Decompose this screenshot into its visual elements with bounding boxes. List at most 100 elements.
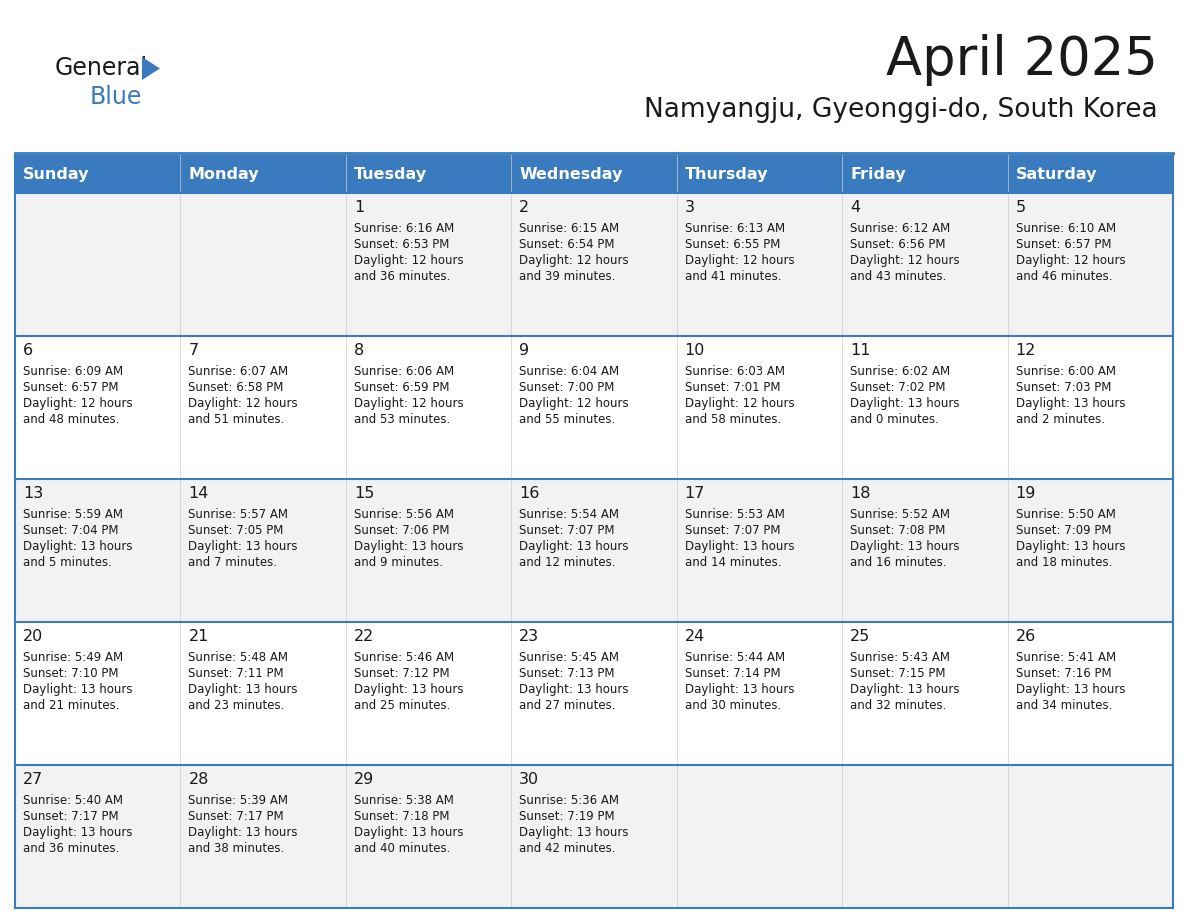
Text: Sunrise: 6:13 AM: Sunrise: 6:13 AM <box>684 222 785 235</box>
Text: Sunrise: 5:48 AM: Sunrise: 5:48 AM <box>189 651 289 664</box>
Text: Sunset: 6:54 PM: Sunset: 6:54 PM <box>519 238 614 251</box>
Text: Sunset: 6:53 PM: Sunset: 6:53 PM <box>354 238 449 251</box>
Text: Sunrise: 6:02 AM: Sunrise: 6:02 AM <box>851 365 950 378</box>
Text: Daylight: 13 hours: Daylight: 13 hours <box>851 397 960 410</box>
Text: Sunrise: 5:52 AM: Sunrise: 5:52 AM <box>851 508 950 521</box>
Text: Sunset: 7:00 PM: Sunset: 7:00 PM <box>519 381 614 394</box>
Text: Sunrise: 6:03 AM: Sunrise: 6:03 AM <box>684 365 785 378</box>
Text: Sunrise: 5:46 AM: Sunrise: 5:46 AM <box>354 651 454 664</box>
Text: and 39 minutes.: and 39 minutes. <box>519 270 615 283</box>
Text: 16: 16 <box>519 486 539 501</box>
Text: 12: 12 <box>1016 343 1036 358</box>
Text: 10: 10 <box>684 343 706 358</box>
Text: Sunset: 7:16 PM: Sunset: 7:16 PM <box>1016 667 1111 680</box>
Text: Sunset: 7:12 PM: Sunset: 7:12 PM <box>354 667 449 680</box>
Text: 4: 4 <box>851 200 860 215</box>
Text: Tuesday: Tuesday <box>354 166 426 182</box>
Text: and 36 minutes.: and 36 minutes. <box>354 270 450 283</box>
Text: Sunset: 6:56 PM: Sunset: 6:56 PM <box>851 238 946 251</box>
Text: Sunrise: 5:44 AM: Sunrise: 5:44 AM <box>684 651 785 664</box>
Text: and 46 minutes.: and 46 minutes. <box>1016 270 1112 283</box>
Text: 27: 27 <box>23 772 43 787</box>
Text: and 14 minutes.: and 14 minutes. <box>684 556 782 569</box>
Text: Sunrise: 5:56 AM: Sunrise: 5:56 AM <box>354 508 454 521</box>
Text: and 55 minutes.: and 55 minutes. <box>519 413 615 426</box>
Text: Sunset: 6:57 PM: Sunset: 6:57 PM <box>23 381 119 394</box>
Text: Sunrise: 6:16 AM: Sunrise: 6:16 AM <box>354 222 454 235</box>
Text: Sunset: 7:11 PM: Sunset: 7:11 PM <box>189 667 284 680</box>
Text: Daylight: 13 hours: Daylight: 13 hours <box>684 683 795 696</box>
Text: Sunrise: 5:38 AM: Sunrise: 5:38 AM <box>354 794 454 807</box>
Text: and 0 minutes.: and 0 minutes. <box>851 413 939 426</box>
Text: and 7 minutes.: and 7 minutes. <box>189 556 278 569</box>
Text: Sunrise: 5:36 AM: Sunrise: 5:36 AM <box>519 794 619 807</box>
Text: Daylight: 12 hours: Daylight: 12 hours <box>851 254 960 267</box>
Text: Sunset: 7:19 PM: Sunset: 7:19 PM <box>519 810 615 823</box>
Text: April 2025: April 2025 <box>886 34 1158 86</box>
Text: Daylight: 13 hours: Daylight: 13 hours <box>189 540 298 553</box>
Text: Daylight: 13 hours: Daylight: 13 hours <box>189 683 298 696</box>
Text: Sunrise: 5:53 AM: Sunrise: 5:53 AM <box>684 508 784 521</box>
Text: and 38 minutes.: and 38 minutes. <box>189 842 285 855</box>
Text: Blue: Blue <box>90 85 143 109</box>
Text: Daylight: 12 hours: Daylight: 12 hours <box>684 397 795 410</box>
Text: Sunset: 7:01 PM: Sunset: 7:01 PM <box>684 381 781 394</box>
Text: and 36 minutes.: and 36 minutes. <box>23 842 119 855</box>
Text: 26: 26 <box>1016 629 1036 644</box>
Text: 15: 15 <box>354 486 374 501</box>
Text: Sunset: 7:15 PM: Sunset: 7:15 PM <box>851 667 946 680</box>
Text: Daylight: 13 hours: Daylight: 13 hours <box>1016 540 1125 553</box>
Text: and 23 minutes.: and 23 minutes. <box>189 699 285 712</box>
Text: Daylight: 13 hours: Daylight: 13 hours <box>23 683 133 696</box>
Text: 2: 2 <box>519 200 530 215</box>
Text: Sunset: 7:09 PM: Sunset: 7:09 PM <box>1016 524 1111 537</box>
Text: Sunset: 7:07 PM: Sunset: 7:07 PM <box>684 524 781 537</box>
Text: Daylight: 12 hours: Daylight: 12 hours <box>684 254 795 267</box>
Text: Daylight: 12 hours: Daylight: 12 hours <box>519 254 628 267</box>
Text: and 5 minutes.: and 5 minutes. <box>23 556 112 569</box>
Text: Sunset: 7:10 PM: Sunset: 7:10 PM <box>23 667 119 680</box>
Text: Daylight: 13 hours: Daylight: 13 hours <box>1016 683 1125 696</box>
Text: Sunset: 6:59 PM: Sunset: 6:59 PM <box>354 381 449 394</box>
Text: Friday: Friday <box>851 166 905 182</box>
Text: Sunrise: 5:59 AM: Sunrise: 5:59 AM <box>23 508 124 521</box>
Text: 20: 20 <box>23 629 43 644</box>
Text: Sunset: 7:07 PM: Sunset: 7:07 PM <box>519 524 614 537</box>
Text: 3: 3 <box>684 200 695 215</box>
Text: Sunrise: 5:41 AM: Sunrise: 5:41 AM <box>1016 651 1116 664</box>
Bar <box>15 479 1173 622</box>
Text: Sunrise: 5:49 AM: Sunrise: 5:49 AM <box>23 651 124 664</box>
Text: Daylight: 13 hours: Daylight: 13 hours <box>1016 397 1125 410</box>
Text: Sunset: 7:02 PM: Sunset: 7:02 PM <box>851 381 946 394</box>
Text: Sunrise: 5:54 AM: Sunrise: 5:54 AM <box>519 508 619 521</box>
Text: and 43 minutes.: and 43 minutes. <box>851 270 947 283</box>
Text: Monday: Monday <box>189 166 259 182</box>
Text: Sunset: 7:03 PM: Sunset: 7:03 PM <box>1016 381 1111 394</box>
Text: Sunset: 6:58 PM: Sunset: 6:58 PM <box>189 381 284 394</box>
Text: Sunrise: 5:45 AM: Sunrise: 5:45 AM <box>519 651 619 664</box>
Text: Sunset: 7:08 PM: Sunset: 7:08 PM <box>851 524 946 537</box>
Text: and 12 minutes.: and 12 minutes. <box>519 556 615 569</box>
Text: Sunrise: 6:00 AM: Sunrise: 6:00 AM <box>1016 365 1116 378</box>
Text: Wednesday: Wednesday <box>519 166 623 182</box>
Text: and 34 minutes.: and 34 minutes. <box>1016 699 1112 712</box>
Text: Daylight: 13 hours: Daylight: 13 hours <box>519 826 628 839</box>
Text: Sunset: 6:55 PM: Sunset: 6:55 PM <box>684 238 781 251</box>
Text: 13: 13 <box>23 486 43 501</box>
Text: and 32 minutes.: and 32 minutes. <box>851 699 947 712</box>
Text: 23: 23 <box>519 629 539 644</box>
Bar <box>15 765 1173 908</box>
Text: 14: 14 <box>189 486 209 501</box>
Text: 9: 9 <box>519 343 530 358</box>
Text: and 51 minutes.: and 51 minutes. <box>189 413 285 426</box>
Text: Daylight: 12 hours: Daylight: 12 hours <box>519 397 628 410</box>
Text: 19: 19 <box>1016 486 1036 501</box>
Text: 28: 28 <box>189 772 209 787</box>
Text: Sunrise: 5:57 AM: Sunrise: 5:57 AM <box>189 508 289 521</box>
Text: 8: 8 <box>354 343 364 358</box>
Text: Namyangju, Gyeonggi-do, South Korea: Namyangju, Gyeonggi-do, South Korea <box>644 97 1158 123</box>
Text: Saturday: Saturday <box>1016 166 1097 182</box>
Text: 1: 1 <box>354 200 364 215</box>
Text: 30: 30 <box>519 772 539 787</box>
Text: and 16 minutes.: and 16 minutes. <box>851 556 947 569</box>
